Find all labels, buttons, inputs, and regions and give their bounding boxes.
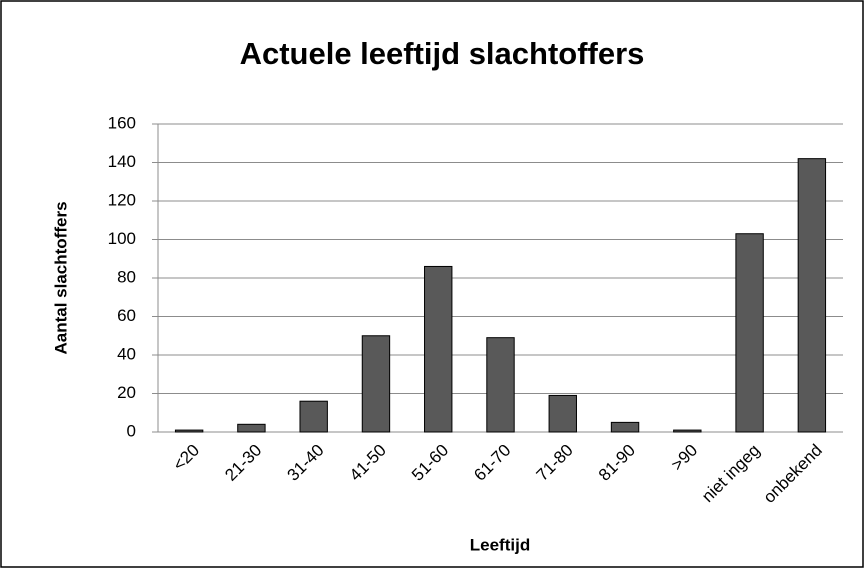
y-tick-label: 160 xyxy=(108,113,136,132)
bar xyxy=(486,337,515,433)
y-tick-label: 120 xyxy=(108,190,136,209)
y-tick-label: 140 xyxy=(108,152,136,171)
y-axis-label: Aantal slachtoffers xyxy=(51,201,70,354)
bar xyxy=(673,429,702,433)
bar xyxy=(237,423,266,433)
bar xyxy=(424,265,453,433)
bar xyxy=(548,394,577,433)
bar xyxy=(174,429,204,433)
y-tick-label: 40 xyxy=(117,344,136,363)
chart-title: Actuele leeftijd slachtoffers xyxy=(240,36,645,71)
y-tick-label: 80 xyxy=(117,267,136,286)
y-tick-label: 100 xyxy=(108,229,136,248)
y-tick-label: 20 xyxy=(117,383,136,402)
bar xyxy=(797,158,827,433)
bar xyxy=(299,400,328,433)
x-axis-label: Leeftijd xyxy=(470,535,530,554)
bar xyxy=(610,421,640,433)
y-tick-label: 60 xyxy=(117,306,136,325)
bar xyxy=(361,335,391,433)
y-tick-label: 0 xyxy=(127,421,136,440)
bar xyxy=(735,233,764,433)
